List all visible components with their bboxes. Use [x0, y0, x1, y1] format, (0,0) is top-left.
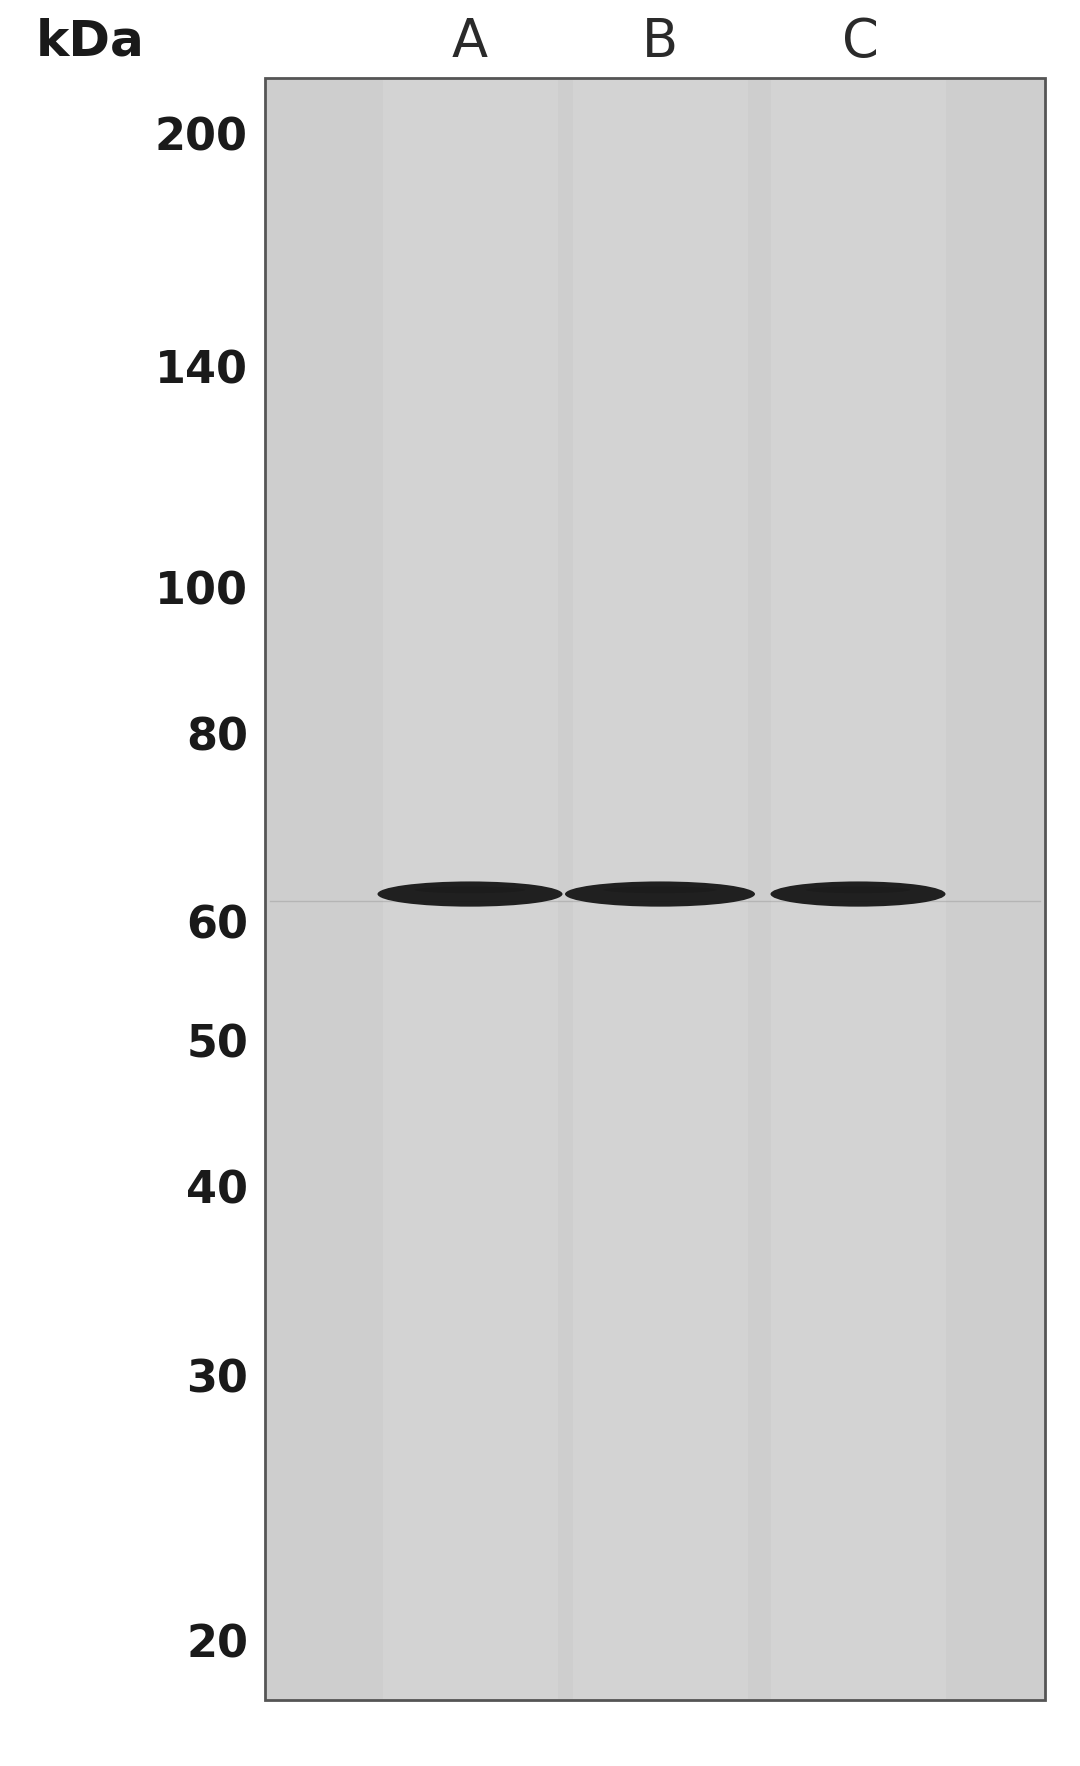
Text: 140: 140 — [156, 350, 248, 394]
Text: 40: 40 — [186, 1169, 248, 1213]
Bar — [770, 78, 945, 1701]
Text: 50: 50 — [186, 1024, 248, 1067]
Bar — [265, 78, 1045, 1701]
Ellipse shape — [806, 887, 910, 894]
Text: kDa: kDa — [36, 18, 145, 65]
Ellipse shape — [378, 881, 563, 906]
Bar — [265, 78, 1045, 1701]
Ellipse shape — [415, 887, 526, 894]
Text: 200: 200 — [156, 117, 248, 159]
Text: 100: 100 — [156, 570, 248, 613]
Ellipse shape — [565, 881, 755, 906]
Ellipse shape — [770, 881, 945, 906]
Bar — [572, 78, 747, 1701]
Text: 30: 30 — [186, 1358, 248, 1400]
Text: B: B — [642, 16, 678, 69]
Text: A: A — [451, 16, 488, 69]
Bar — [382, 78, 557, 1701]
Ellipse shape — [603, 887, 717, 894]
Text: 80: 80 — [186, 717, 248, 759]
Text: C: C — [841, 16, 878, 69]
Text: 60: 60 — [186, 904, 248, 948]
Text: 20: 20 — [186, 1623, 248, 1667]
